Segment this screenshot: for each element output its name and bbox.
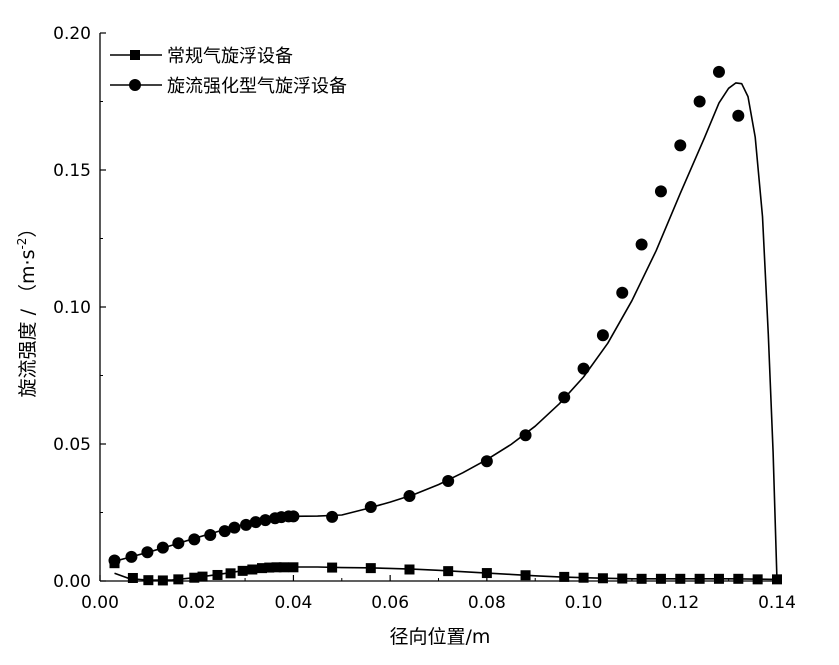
series-2-point [326,510,339,523]
series-2-point [616,286,629,299]
series-1-point [636,573,647,584]
series-1-point [212,569,223,580]
x-tick-label: 0.02 [178,593,216,613]
series-2-point [712,65,725,78]
series-2-point [240,518,253,531]
series-2-point [218,525,231,538]
series-1-point [617,573,628,584]
series-1-point [559,571,570,582]
series-1-point [247,564,258,575]
series-1-point [694,573,705,584]
series-1-point [271,562,282,573]
series-1-point [733,573,744,584]
series-1-point [173,574,184,585]
series-1-point [713,573,724,584]
series-1-point [520,570,531,581]
series-1-point [225,568,236,579]
x-tick-label: 0.12 [661,593,699,613]
x-tick-label: 0.00 [81,593,119,613]
series-2-point [259,514,272,527]
series-1-point [365,563,376,574]
series-2-point [442,474,455,487]
series-2-point [287,510,300,523]
series-2-point [635,238,648,251]
y-axis-label-superscript: -2 [15,238,29,250]
series-2-point [228,521,241,534]
x-tick-label: 0.04 [274,593,312,613]
series-1-point [127,572,138,583]
series-1-point [197,571,208,582]
x-axis-label: 径向位置/m [390,626,491,648]
series-2-point [674,139,687,152]
y-tick-label: 0.05 [53,435,91,455]
series-2-point [204,528,217,541]
series-1-point [481,568,492,579]
series-1-point [752,574,763,585]
x-tick-label: 0.10 [565,593,603,613]
y-tick-label: 0.15 [53,161,91,181]
series-2-point [141,546,154,559]
axes-layer: 0.00 0.02 0.04 0.06 0.08 0.10 0.12 0.14 0.00 0.05… [53,24,796,613]
series-1-point [288,562,299,573]
y-tick-label: 0.20 [53,24,91,44]
y-axis-label-main: 旋流强度 / （m·s [17,250,39,398]
series-2-point [654,185,667,198]
series-1-point [597,573,608,584]
x-tick-label: 0.06 [371,593,409,613]
series-2-point [693,95,706,108]
series-2-point [480,455,493,468]
series-1-point [327,562,338,573]
series-2-point [403,490,416,503]
legend-marker-1 [130,50,140,60]
y-tick-label: 0.00 [53,572,91,592]
series-1-point [655,573,666,584]
series-2-point [125,550,138,563]
legend-label-1: 常规气旋浮设备 [167,46,293,67]
series-2-point [108,554,121,567]
series-1-point [256,563,267,574]
series-1-point [404,564,415,575]
legend-marker-2 [129,79,141,91]
x-tick-label: 0.14 [758,593,796,613]
y-tick-label: 0.10 [53,298,91,318]
series-1-point [189,572,200,583]
series-1-point [278,562,289,573]
series-layer [108,65,782,586]
series-1-point [237,565,248,576]
series-1-point [264,562,275,573]
series-2-point [732,109,745,122]
series-2-point [364,501,377,514]
series-2-point [577,362,590,375]
series-2-point [249,516,262,529]
series-2-point [172,537,185,550]
series-2-point [188,533,201,546]
series-2-point [519,429,532,442]
series-2-point [596,329,609,342]
series-2-point [558,391,571,404]
y-axis-label: 旋流强度 / （m·s-2） [15,219,39,398]
x-tick-label: 0.08 [468,593,506,613]
y-axis-label-close: ） [17,219,39,238]
series-1-point [443,566,454,577]
series-2-point [156,541,169,554]
legend-label-2: 旋流强化型气旋浮设备 [167,76,347,97]
